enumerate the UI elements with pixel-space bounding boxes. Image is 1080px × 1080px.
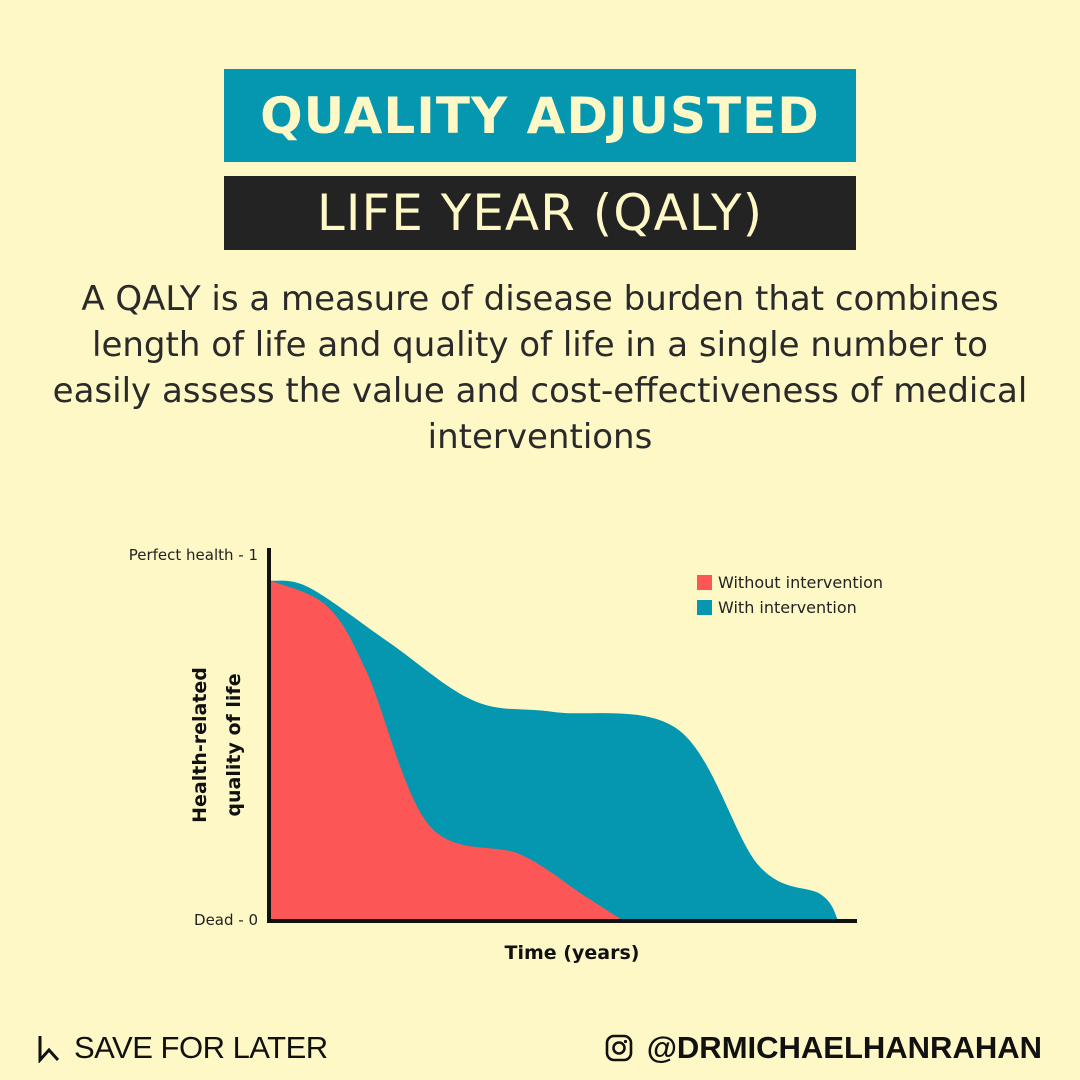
title-line-2: LIFE YEAR (QALY): [224, 176, 856, 250]
y-tick-label-min: Dead - 0: [194, 911, 258, 929]
instagram-icon: [605, 1034, 632, 1062]
legend-swatch-with-intervention: [697, 600, 712, 615]
legend-swatch-without-intervention: [697, 575, 712, 590]
y-tick-label-max: Perfect health - 1: [129, 546, 258, 564]
instagram-handle-label: @DRMICHAELHANRAHAN: [646, 1030, 1042, 1065]
title-line-1: QUALITY ADJUSTED: [224, 69, 856, 162]
legend-label-with-intervention: With intervention: [718, 598, 857, 617]
save-for-later-label: SAVE FOR LATER: [74, 1030, 328, 1065]
instagram-handle[interactable]: @DRMICHAELHANRAHAN: [605, 1026, 1042, 1070]
y-axis-label-line-1: Health-related: [189, 667, 211, 823]
legend: Without intervention With intervention: [697, 573, 883, 617]
area-without-intervention: [270, 580, 623, 920]
y-axis-label-line-2: quality of life: [223, 673, 245, 816]
legend-label-without-intervention: Without intervention: [718, 573, 883, 592]
x-axis-label: Time (years): [505, 942, 640, 964]
bookmark-icon: [38, 1036, 60, 1063]
save-for-later[interactable]: SAVE FOR LATER: [36, 1026, 328, 1070]
description-text: A QALY is a measure of disease burden th…: [52, 279, 1028, 457]
